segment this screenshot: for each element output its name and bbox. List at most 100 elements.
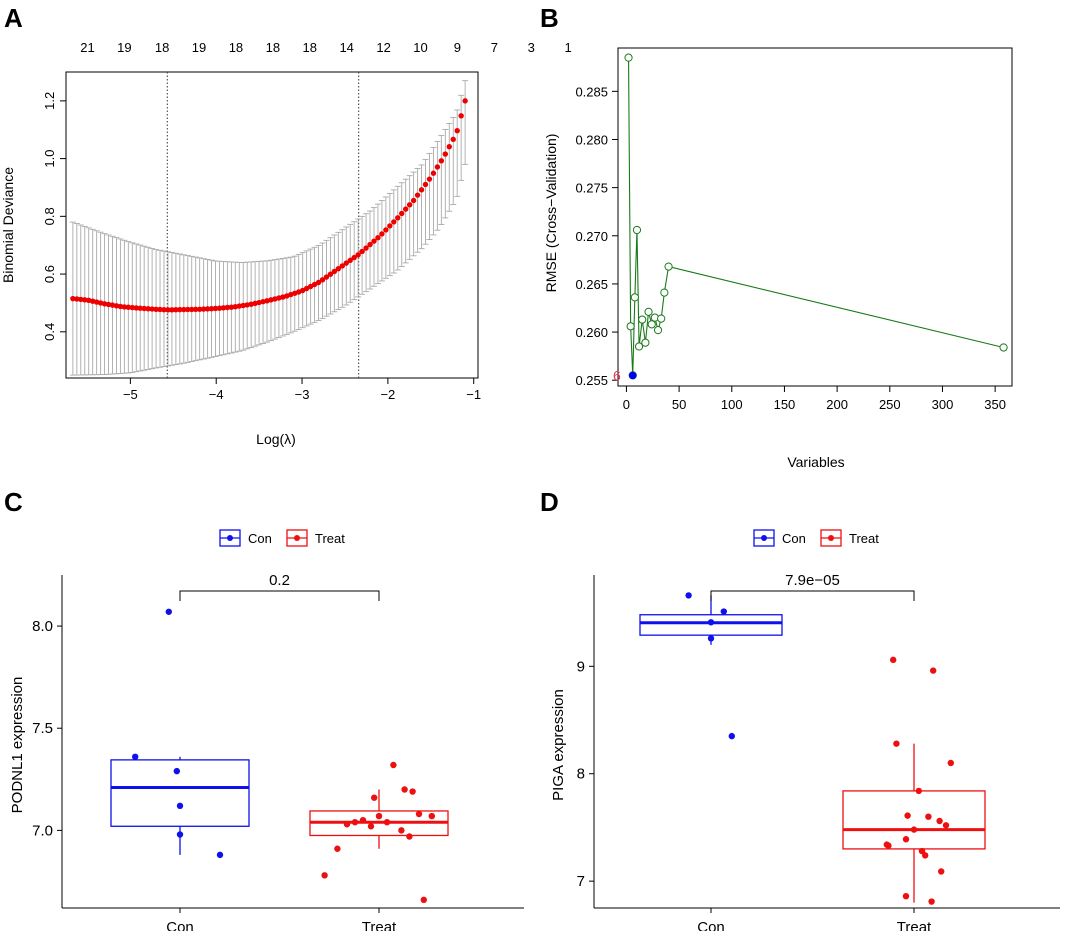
deviance-point	[82, 297, 88, 303]
data-point	[885, 842, 892, 849]
deviance-point	[157, 306, 163, 313]
rmse-point	[660, 288, 669, 297]
rmse-point	[638, 315, 647, 324]
panel-a-plot-frame	[65, 71, 479, 379]
deviance-point	[327, 271, 334, 277]
x-tick-label: −4	[209, 387, 224, 402]
legend-label: Con	[782, 531, 806, 546]
deviance-point	[145, 306, 151, 312]
deviance-point	[347, 257, 353, 264]
data-point	[893, 740, 900, 747]
top-axis-label: 9	[454, 40, 461, 55]
data-point	[367, 823, 375, 830]
data-point	[401, 786, 408, 793]
y-tick-label: 0.260	[575, 325, 608, 340]
deviance-point	[149, 306, 155, 312]
data-point	[415, 810, 423, 818]
data-point	[910, 826, 918, 833]
top-axis-label: 19	[117, 40, 131, 55]
deviance-point	[113, 303, 120, 309]
data-point	[343, 821, 351, 828]
deviance-point	[192, 306, 199, 313]
data-point	[928, 898, 935, 905]
y-tick-label: 1.0	[42, 150, 57, 168]
panel-a-x-axis-label: Log(λ)	[256, 431, 296, 447]
x-tick-label: Con	[697, 919, 725, 931]
panel-c-legend: Con Treat	[219, 529, 345, 547]
y-tick-label: 0.8	[42, 207, 57, 225]
deviance-point	[426, 176, 433, 182]
deviance-point	[446, 144, 452, 150]
panel-b: B Variables RMSE (Cross−Validation) 0 50 1…	[540, 3, 1013, 470]
panel-a-ticks: −5 −4 −3 −2 −10.40.60.81.01.221 19 18 19 18 18 18 1…	[42, 40, 572, 402]
deviance-point	[216, 305, 223, 311]
x-tick-label: 200	[826, 397, 848, 412]
panel-c-y-axis-label: PODNL1 expression	[9, 677, 26, 814]
box-body	[110, 759, 250, 827]
y-tick-label: 0.4	[42, 323, 57, 341]
deviance-point	[351, 254, 357, 261]
y-tick-label: 1.2	[42, 92, 57, 110]
deviance-point	[220, 305, 227, 311]
data-point	[409, 788, 416, 795]
rmse-point	[634, 342, 644, 351]
data-point	[390, 761, 397, 769]
top-axis-label: 18	[303, 40, 317, 55]
top-axis-label: 3	[528, 40, 535, 55]
deviance-point	[165, 307, 171, 313]
x-tick-label: −2	[380, 387, 395, 402]
deviance-point	[430, 170, 437, 176]
panel-d-plot: 7 8 9 Con Treat 7.9e−05	[577, 572, 1060, 931]
rmse-point	[644, 307, 653, 316]
deviance-point	[454, 128, 460, 134]
data-point	[707, 635, 715, 642]
y-tick-label: 0.6	[42, 265, 57, 283]
deviance-point	[169, 307, 175, 313]
deviance-point	[125, 304, 132, 310]
rmse-point	[632, 225, 642, 235]
deviance-point	[173, 307, 179, 313]
data-point	[351, 818, 359, 826]
data-point	[132, 753, 139, 761]
deviance-point	[414, 192, 421, 198]
data-point	[925, 813, 932, 820]
deviance-point	[315, 279, 322, 286]
data-point	[371, 794, 378, 801]
rmse-point	[641, 338, 650, 347]
panel-label-d: D	[540, 487, 559, 517]
panel-b-plot-frame	[617, 47, 1013, 387]
panel-b-x-axis-label: Variables	[787, 454, 844, 470]
y-tick-label: 0.275	[575, 181, 608, 196]
deviance-point	[181, 306, 187, 313]
rmse-point	[647, 320, 656, 329]
deviance-point	[319, 277, 326, 283]
data-point	[406, 833, 413, 840]
deviance-point	[228, 304, 235, 310]
rmse-point	[626, 322, 635, 331]
data-point	[930, 667, 937, 674]
y-tick-label: 7.5	[32, 720, 53, 737]
deviance-point	[204, 306, 211, 312]
x-tick-label: 150	[774, 397, 796, 412]
panel-label-c: C	[4, 487, 23, 517]
panel-label-b: B	[540, 3, 559, 33]
top-axis-label: 12	[376, 40, 390, 55]
top-axis-label: 21	[80, 40, 94, 55]
data-point	[685, 592, 692, 599]
rmse-point	[630, 293, 639, 302]
data-point	[216, 851, 224, 859]
deviance-point	[335, 265, 342, 272]
legend-key-point	[761, 535, 767, 541]
deviance-point	[153, 306, 159, 312]
top-axis-label: 19	[192, 40, 206, 55]
top-axis-label: 18	[266, 40, 280, 55]
x-tick-label: Con	[166, 919, 194, 931]
data-point	[321, 872, 328, 879]
data-point	[728, 732, 735, 740]
deviance-point	[402, 206, 409, 212]
y-tick-label: 0.265	[575, 277, 608, 292]
data-point	[938, 868, 945, 875]
deviance-point	[70, 295, 76, 302]
deviance-point	[391, 219, 397, 225]
